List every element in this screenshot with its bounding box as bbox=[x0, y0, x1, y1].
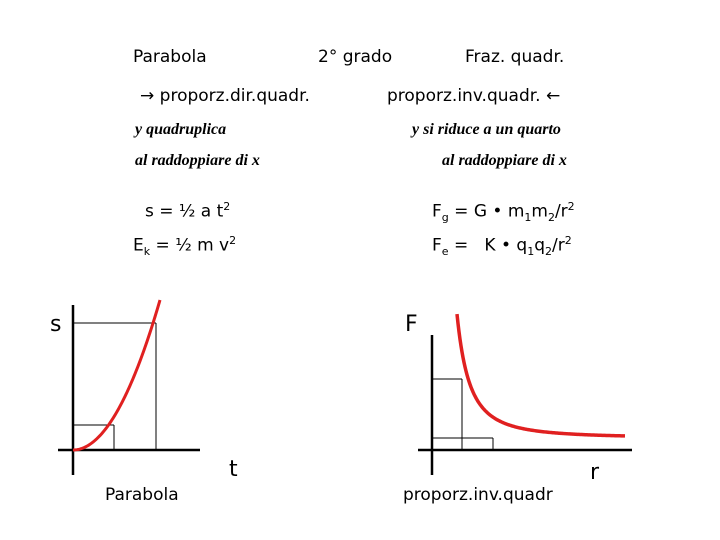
inverse-square-curve bbox=[455, 313, 626, 438]
left-graph bbox=[58, 299, 200, 475]
left-x-axis-label: t bbox=[229, 457, 238, 482]
desc-right-line2: al raddoppiare di x bbox=[442, 152, 567, 169]
subheader-right-label: proporz.inv.quadr. bbox=[387, 86, 541, 106]
desc-left-line1: y quadruplica bbox=[135, 121, 227, 138]
formula-gravity: Fg = G • m1m2/r2 bbox=[432, 200, 575, 225]
formula-kinetic-energy: Ek = ½ m v2 bbox=[133, 234, 237, 259]
left-graph-caption: Parabola bbox=[105, 485, 179, 505]
left-y-axis-label: s bbox=[50, 312, 62, 337]
right-graph-caption: proporz.inv.quadr bbox=[403, 485, 553, 505]
right-y-axis-label: F bbox=[405, 312, 418, 337]
header-fraz-quadr: Fraz. quadr. bbox=[465, 47, 565, 67]
right-graph bbox=[418, 313, 632, 475]
desc-left-line2: al raddoppiare di x bbox=[135, 152, 260, 169]
subheader-left-label: proporz.dir.quadr. bbox=[159, 86, 310, 106]
header-parabola: Parabola bbox=[133, 47, 207, 67]
right-x-axis-label: r bbox=[590, 460, 600, 485]
formula-coulomb: Fe = K • q1q2/r2 bbox=[432, 234, 572, 259]
parabola-curve bbox=[72, 299, 162, 452]
header-second-degree: 2° grado bbox=[318, 47, 393, 67]
left-arrow-icon: ← bbox=[545, 86, 561, 106]
subheader-right: proporz.inv.quadr. ← bbox=[387, 88, 560, 105]
subheader-left: → proporz.dir.quadr. bbox=[140, 88, 310, 105]
desc-right-line1: y si riduce a un quarto bbox=[412, 121, 561, 138]
formula-displacement: s = ½ a t2 bbox=[145, 200, 231, 222]
right-arrow-icon: → bbox=[140, 86, 155, 106]
